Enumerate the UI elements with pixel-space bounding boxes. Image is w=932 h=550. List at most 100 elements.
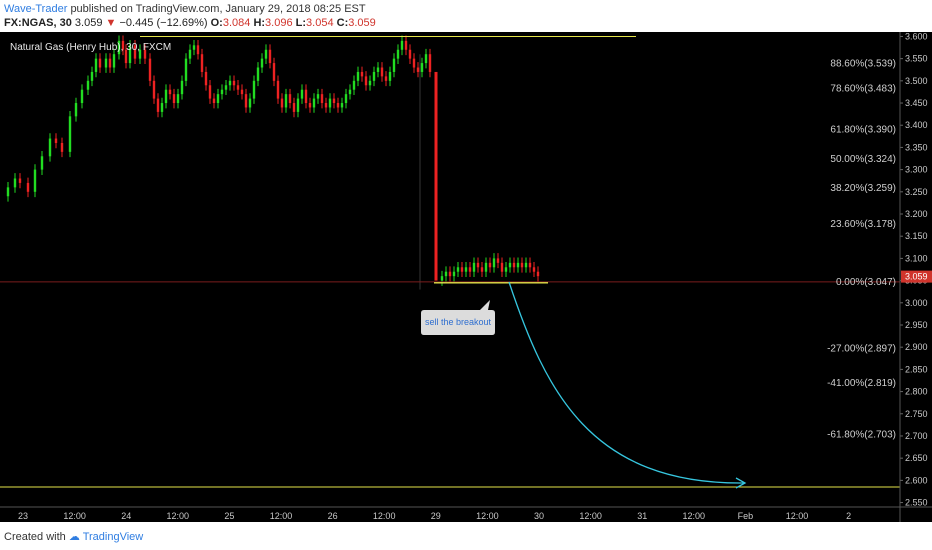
x-tick-label: 31 (637, 511, 647, 521)
candle (208, 85, 212, 99)
y-tick-label: 3.400 (905, 120, 928, 130)
candle (292, 103, 296, 112)
price-axis[interactable]: 2.550 2.600 2.650 2.700 2.750 2.800 2.850 2.900… (899, 31, 932, 522)
candle (143, 49, 147, 59)
x-tick-label: 26 (328, 511, 338, 521)
candle (364, 76, 368, 86)
candle (444, 271, 448, 277)
author-link[interactable]: Wave-Trader (4, 3, 68, 15)
candle (380, 67, 384, 77)
candle (184, 58, 188, 81)
candle (416, 67, 420, 72)
candle (300, 89, 304, 99)
candle (344, 94, 348, 104)
x-tick-label: 24 (121, 511, 131, 521)
y-tick-label: 3.100 (905, 253, 928, 263)
candle (468, 267, 472, 272)
candle (196, 45, 200, 55)
candle (316, 94, 320, 99)
candle (408, 49, 412, 59)
candle (396, 49, 400, 59)
callout-pointer (480, 300, 490, 310)
candle (224, 85, 228, 90)
candle (200, 54, 204, 72)
candle (244, 94, 248, 108)
candle (60, 142, 64, 152)
open-label: O: (210, 17, 223, 29)
y-tick-label: 2.650 (905, 453, 928, 463)
high-value: 3.096 (265, 17, 293, 29)
candle (304, 89, 308, 104)
candle (532, 267, 536, 272)
x-tick-label: 2 (846, 511, 851, 521)
last-price: 3.059 (74, 17, 103, 29)
candle (368, 80, 372, 86)
candle (90, 71, 94, 81)
fib-level-label: 88.60%(3.539) (830, 59, 896, 70)
close-label: C: (336, 17, 349, 29)
candle (360, 71, 364, 77)
candle (332, 98, 336, 104)
candle (336, 103, 340, 108)
fib-level-label: 23.60%(3.178) (830, 219, 896, 230)
x-tick-label: 25 (224, 511, 234, 521)
candle (400, 40, 404, 50)
candle (68, 116, 72, 152)
y-tick-label: 2.850 (905, 364, 928, 374)
candle (256, 67, 260, 81)
candle (324, 103, 328, 108)
candle (508, 262, 512, 268)
candle (220, 89, 224, 95)
candle (48, 138, 52, 157)
y-tick-label: 2.950 (905, 320, 928, 330)
candle (212, 98, 216, 104)
candle (404, 40, 408, 50)
candle (312, 98, 316, 108)
change-value: −0.445 (−12.69%) (119, 17, 208, 29)
candle (216, 94, 220, 104)
candle (117, 40, 121, 55)
fib-level-label: 78.60%(3.483) (830, 83, 896, 94)
tradingview-logo-icon: ☁ (68, 531, 80, 543)
candle (476, 262, 480, 268)
candle (500, 262, 504, 272)
open-value: 3.084 (222, 17, 251, 29)
candle (260, 58, 264, 68)
candle (492, 258, 496, 268)
candle (464, 267, 468, 272)
candle (33, 169, 37, 192)
candle (392, 58, 396, 72)
candle (512, 262, 516, 268)
y-tick-label: 2.800 (905, 387, 928, 397)
time-axis[interactable]: 23 12:00 24 12:00 25 12:00 26 12:00 29 12:00 30 12:… (0, 506, 932, 521)
projection-curve (508, 281, 746, 484)
candle (536, 271, 540, 277)
ohlc-line: FX:NGAS, 30 3.059 ▼ −0.445 (−12.69%) O:3… (4, 17, 376, 29)
candle (112, 54, 116, 68)
publisher-line: Wave-Trader published on TradingView.com… (4, 3, 366, 15)
candle (13, 178, 17, 188)
low-value: 3.054 (306, 17, 334, 29)
tradingview-brand[interactable]: TradingView (82, 531, 144, 543)
candle (420, 63, 424, 72)
x-tick-label: 30 (534, 511, 544, 521)
y-tick-label: 3.500 (905, 76, 928, 86)
candle (480, 267, 484, 272)
candle (40, 156, 44, 170)
candle (228, 80, 232, 86)
candle (252, 80, 256, 99)
candle (412, 58, 416, 68)
candle (496, 258, 500, 263)
arrow-head-icon (735, 477, 747, 489)
candle-layer (6, 35, 540, 290)
candle (164, 89, 168, 104)
candle (26, 182, 30, 192)
candle (232, 80, 236, 86)
candle (98, 58, 102, 68)
candle (504, 267, 508, 272)
line-layer (0, 35, 900, 488)
candle (204, 71, 208, 86)
y-tick-label: 3.600 (905, 31, 928, 41)
candle (352, 80, 356, 90)
